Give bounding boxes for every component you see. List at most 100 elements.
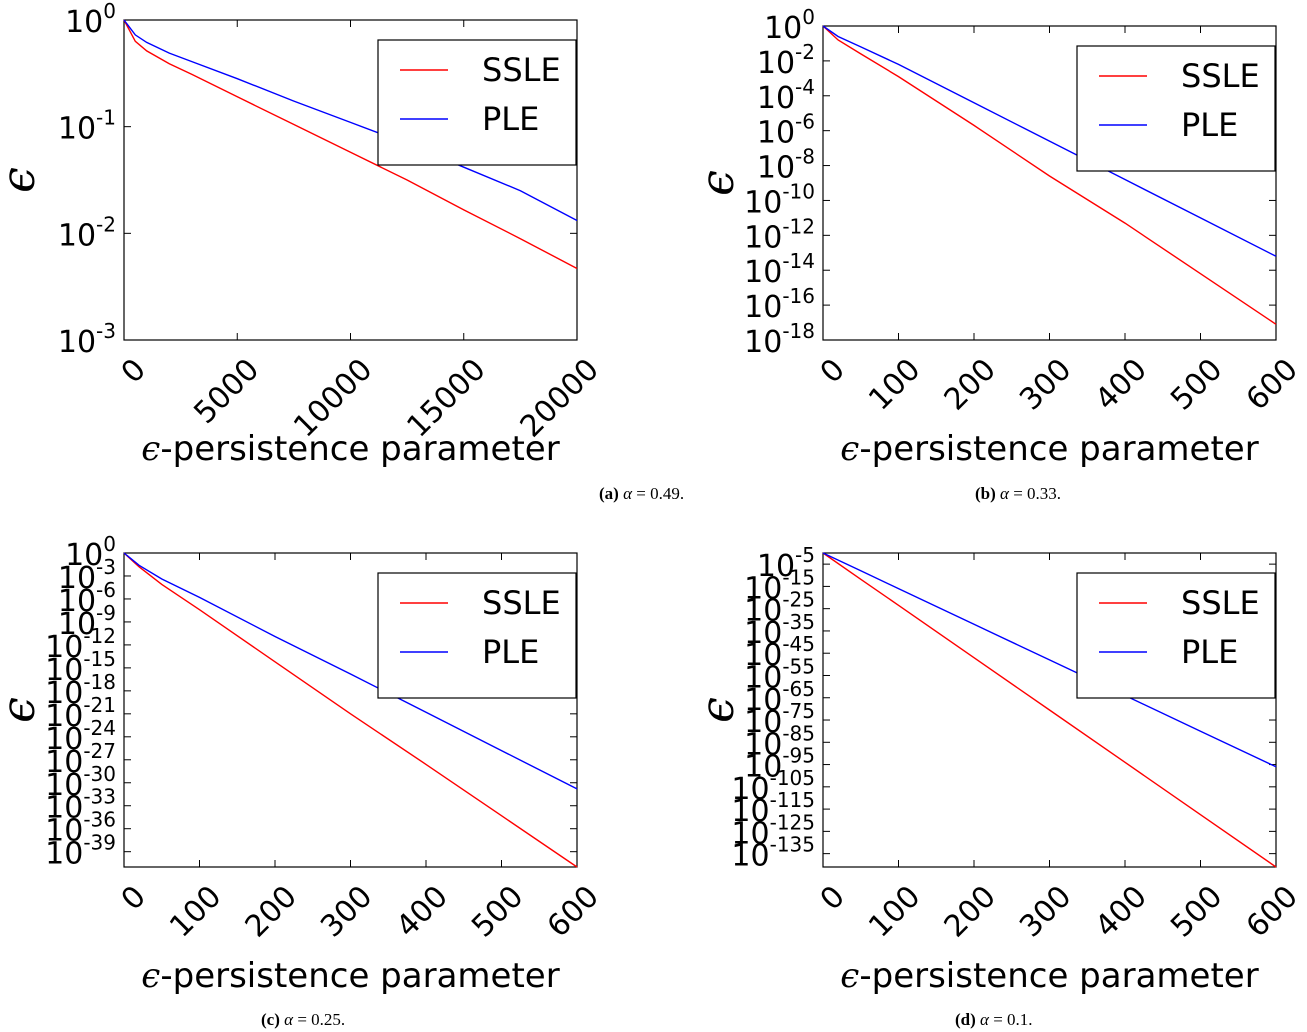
chart-b-legend-label-ssle: SSLE [1181, 57, 1260, 95]
chart-d-xtick-label-6: 600 [1240, 879, 1305, 944]
chart-b-ytick-exponent-1: -2 [795, 40, 815, 64]
chart-c-xlabel-epsilon: ϵ [141, 956, 160, 996]
chart-d-ylabel: ϵ [690, 697, 744, 723]
caption-a-label: (a) [599, 484, 619, 503]
chart-c-ytick-exponent-8: -24 [83, 716, 116, 740]
chart-d-xlabel-text: -persistence parameter [859, 956, 1258, 996]
chart-d-xtick-label-5: 500 [1164, 879, 1229, 944]
chart-d-xtick-label-4: 400 [1089, 879, 1154, 944]
chart-b-legend-label-ple: PLE [1181, 106, 1238, 144]
chart-d-ytick-label-13: 10-135 [731, 833, 815, 874]
caption-a-alpha: α [623, 484, 633, 503]
chart-d-ytick-exponent-8: -85 [782, 721, 815, 745]
chart-a-ytick-exponent-3: -3 [96, 319, 116, 343]
chart-a-legend-box [377, 39, 577, 166]
caption-c: (c) α = 0.25. [261, 1010, 345, 1030]
chart-b-xlabel-text: -persistence parameter [859, 429, 1258, 469]
chart-a-ytick-exponent-1: -1 [96, 106, 116, 130]
chart-b-series-ssle-line [822, 25, 1277, 325]
chart-b-xlabel-epsilon: ϵ [840, 429, 859, 469]
chart-a-xlabel-epsilon: ϵ [141, 429, 160, 469]
chart-c-series-ssle-line [123, 552, 578, 868]
chart-c-ytick-exponent-1: -3 [96, 555, 116, 579]
caption-b: (b) α = 0.33. [975, 484, 1061, 504]
caption-a: (a) α = 0.49. [599, 484, 684, 504]
chart-d-ytick-exponent-6: -65 [782, 677, 815, 701]
chart-c-ytick-exponent-4: -12 [83, 624, 116, 648]
chart-b-ytick-label-8: 10-16 [744, 284, 815, 325]
chart-b-ytick-exponent-6: -12 [782, 214, 815, 238]
chart-b-legend-box [1076, 45, 1276, 172]
chart-a-ylabel: ϵ [0, 167, 45, 193]
chart-a-series-ssle-line [123, 19, 578, 270]
chart-b-ytick-exponent-2: -4 [795, 75, 815, 99]
caption-d: (d) α = 0.1. [955, 1010, 1033, 1030]
chart-a-ytick-exponent-0: 0 [103, 0, 116, 23]
chart-b-ytick-exponent-3: -6 [795, 110, 815, 134]
chart-c-ytick-exponent-6: -18 [83, 670, 116, 694]
chart-d-ytick-exponent-0: -5 [795, 543, 815, 567]
chart-c-legend-label-ple: PLE [482, 633, 539, 671]
chart-d-ytick-exponent-2: -25 [782, 588, 815, 612]
caption-c-value: = 0.25. [293, 1010, 346, 1029]
chart-d-ytick-label-6: 10-65 [744, 677, 815, 718]
chart-c-ytick-exponent-9: -27 [83, 739, 116, 763]
chart-d-ytick-exponent-12: -125 [770, 810, 815, 834]
chart-c-ytick-exponent-0: 0 [103, 532, 116, 556]
chart-c-ylabel: ϵ [0, 697, 45, 723]
caption-d-label: (d) [955, 1010, 976, 1029]
chart-a-series-ple-line [123, 19, 578, 222]
chart-d-ytick-label-3: 10-35 [744, 610, 815, 651]
chart-c-ytick-exponent-10: -30 [83, 762, 116, 786]
chart-b-ytick-exponent-5: -10 [782, 179, 815, 203]
chart-c-legend-box [377, 572, 577, 699]
chart-b-ytick-label-1: 10-2 [757, 40, 815, 81]
chart-b-ytick-exponent-8: -16 [782, 284, 815, 308]
chart-d-xlabel: ϵ-persistence parameter [840, 956, 1258, 996]
chart-c-ytick-exponent-11: -33 [83, 785, 116, 809]
chart-d-ytick-exponent-5: -55 [782, 654, 815, 678]
caption-a-value: = 0.49. [632, 484, 685, 503]
chart-b-ytick-label-5: 10-10 [744, 179, 815, 220]
chart-c-legend-label-ssle: SSLE [482, 584, 561, 622]
chart-c-xlabel: ϵ-persistence parameter [141, 956, 559, 996]
caption-b-value: = 0.33. [1008, 484, 1062, 503]
chart-d-xtick-label-1: 100 [862, 879, 927, 944]
chart-c-ytick-exponent-5: -15 [83, 647, 116, 671]
caption-b-alpha: α [1000, 484, 1009, 503]
chart-b-ytick-exponent-0: 0 [802, 5, 815, 29]
chart-d-xlabel-epsilon: ϵ [840, 956, 859, 996]
chart-a-legend-label-ple: PLE [482, 100, 539, 138]
chart-d-xtick-label-0: 0 [814, 879, 852, 917]
chart-c-ytick-exponent-3: -9 [96, 601, 116, 625]
chart-d-ytick-exponent-10: -105 [770, 766, 815, 790]
chart-d-xtick-label-2: 200 [938, 879, 1003, 944]
chart-d-ytick-exponent-11: -115 [770, 788, 815, 812]
chart-b-ylabel: ϵ [690, 170, 744, 196]
chart-a-ytick-label-3: 10-3 [58, 319, 116, 360]
chart-a-xlabel-text: -persistence parameter [160, 429, 559, 469]
chart-b-ytick-exponent-9: -18 [782, 319, 815, 343]
chart-d-legend-label-ple: PLE [1181, 633, 1238, 671]
chart-a-legend-label-ssle: SSLE [482, 51, 561, 89]
chart-d-legend-label-ssle: SSLE [1181, 584, 1260, 622]
caption-d-value: = 0.1. [988, 1010, 1033, 1029]
chart-a-ytick-exponent-2: -2 [96, 212, 116, 236]
chart-d-ytick-exponent-13: -135 [770, 833, 815, 857]
caption-c-label: (c) [261, 1010, 280, 1029]
chart-c-xlabel-text: -persistence parameter [160, 956, 559, 996]
chart-d-legend-box [1076, 572, 1276, 699]
chart-d-ytick-exponent-3: -35 [782, 610, 815, 634]
caption-c-alpha: α [284, 1010, 294, 1029]
chart-c-ytick-exponent-12: -36 [83, 808, 116, 832]
chart-c-ytick-exponent-13: -39 [83, 831, 116, 855]
chart-a-xlabel: ϵ-persistence parameter [141, 429, 559, 469]
chart-d-series-ssle-line [822, 552, 1277, 868]
chart-c-ytick-exponent-2: -6 [96, 578, 116, 602]
chart-c-series-ple-line [123, 552, 578, 790]
caption-b-label: (b) [975, 484, 996, 503]
chart-d-ytick-exponent-4: -45 [782, 632, 815, 656]
